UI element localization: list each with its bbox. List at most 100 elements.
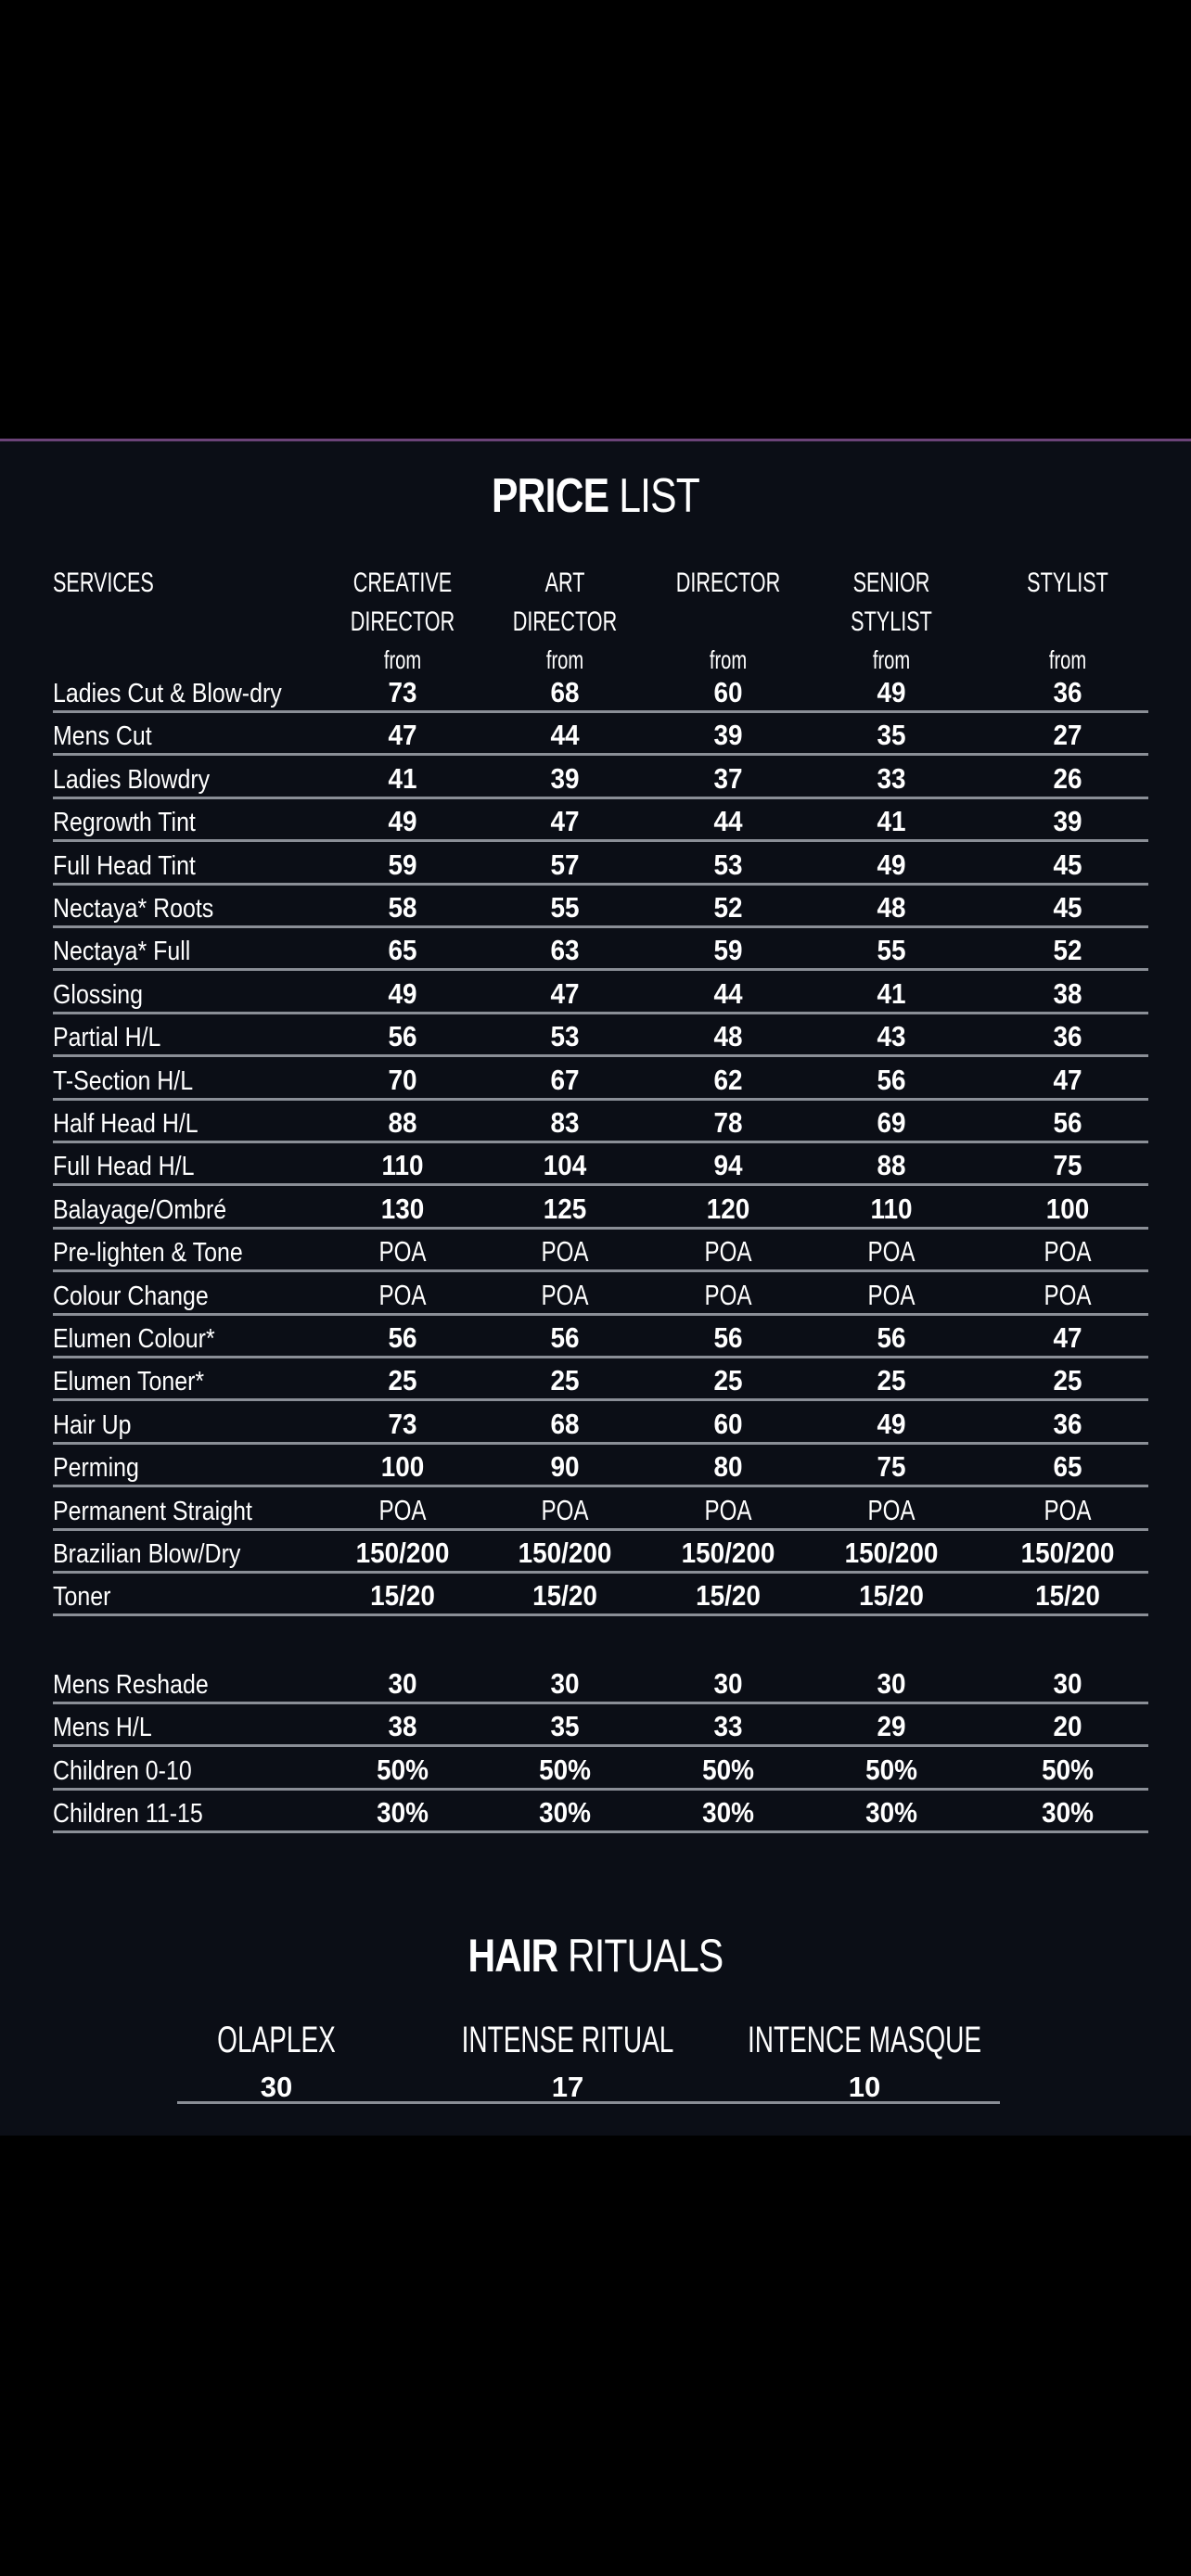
price-cell: 70 [388,1064,417,1096]
price-cell: 53 [713,848,743,881]
price-cell: 56 [1053,1106,1082,1139]
table-row: Half Head H/L 88 83 78 69 56 [53,1101,1148,1143]
price-cell: 15/20 [859,1579,924,1612]
column-header: ART DIRECTOR from [498,564,632,679]
price-cell: 25 [877,1364,906,1396]
service-name: Full Head H/L [53,1152,195,1181]
service-name: Elumen Toner* [53,1367,205,1396]
title-bold: HAIR [467,1930,559,1982]
service-name: Mens Reshade [53,1670,209,1700]
column-title-line1: ART [544,567,585,598]
service-name: Half Head H/L [53,1109,198,1139]
price-cell: 15/20 [532,1579,597,1612]
table-row: Ladies Cut & Blow-dry 73 68 60 49 36 [53,670,1148,713]
price-cell: 41 [877,805,906,837]
price-cell: 55 [550,891,580,924]
price-cell: 58 [388,891,417,924]
price-cell: 150/200 [355,1537,450,1569]
price-cell: 56 [877,1321,906,1354]
price-cell: 56 [877,1064,906,1096]
price-cell: POA [867,1279,916,1311]
price-cell: 45 [1053,848,1082,881]
price-cell: 44 [713,977,743,1010]
price-cell: 29 [877,1710,906,1742]
price-cell: 56 [550,1321,580,1354]
table-row: Nectaya* Roots 58 55 52 48 45 [53,886,1148,928]
table-row: Mens H/L 38 35 33 29 20 [53,1704,1148,1747]
service-name: Children 0-10 [53,1756,192,1786]
price-cell: POA [541,1235,589,1268]
price-cell: 69 [877,1106,906,1139]
price-cell: 39 [550,762,580,795]
price-cell: 110 [381,1149,424,1181]
table-row: T-Section H/L 70 67 62 56 47 [53,1058,1148,1101]
price-cell: 150/200 [1020,1537,1115,1569]
price-cell: 49 [388,805,417,837]
price-cell: 15/20 [696,1579,761,1612]
column-title-line1: STYLIST [1027,567,1108,598]
price-cell: 50% [702,1753,754,1786]
title-bold: PRICE [491,469,609,523]
price-cell: POA [378,1494,427,1526]
price-cell: 110 [870,1192,913,1225]
price-cell: 83 [550,1106,580,1139]
price-cell: 41 [877,977,906,1010]
column-header: CREATIVE DIRECTOR from [336,564,469,679]
price-cell: 47 [388,719,417,751]
service-name: Colour Change [53,1282,209,1311]
service-name: Nectaya* Full [53,937,191,966]
table-row: Permanent Straight POA POA POA POA POA [53,1488,1148,1531]
price-cell: 30% [377,1796,429,1829]
price-cell: 100 [1045,1192,1090,1225]
service-name: Perming [53,1453,139,1483]
price-cell: 65 [388,934,417,966]
ritual-name: INTENSE RITUAL [461,2020,674,2060]
price-cell: 44 [713,805,743,837]
service-name: Hair Up [53,1410,132,1440]
price-cell: 30% [539,1796,591,1829]
ritual-price: 17 [551,2071,584,2103]
price-cell: 27 [1053,719,1082,751]
price-list-title: PRICE LIST [108,468,1084,524]
price-cell: 150/200 [844,1537,939,1569]
price-cell: 15/20 [370,1579,435,1612]
table-row: Glossing 49 47 44 41 38 [53,972,1148,1014]
title-light: LIST [619,469,700,523]
ritual-price: 30 [260,2071,293,2103]
price-cell: 68 [550,1408,580,1440]
price-cell: 30% [702,1796,754,1829]
service-name: Toner [53,1582,111,1612]
column-title-line1: SENIOR [852,567,930,598]
price-cell: 36 [1053,1408,1082,1440]
price-cell: 30% [1042,1796,1094,1829]
price-cell: 100 [380,1450,425,1483]
table-row: Brazilian Blow/Dry 150/200 150/200 150/200 1… [53,1531,1148,1574]
price-cell: POA [704,1494,752,1526]
ritual-divider [177,2101,1000,2104]
price-cell: 25 [388,1364,417,1396]
table-row: Hair Up 73 68 60 49 36 [53,1402,1148,1445]
column-title-line2 [661,603,795,642]
price-cell: 52 [1053,934,1082,966]
price-cell: 80 [713,1450,743,1483]
column-title-line1: DIRECTOR [675,567,781,598]
price-cell: 25 [713,1364,743,1396]
table-row: Elumen Toner* 25 25 25 25 25 [53,1358,1148,1401]
column-title-line1: CREATIVE [352,567,453,598]
price-cell: 65 [1053,1450,1082,1483]
price-cell: POA [1044,1279,1092,1311]
price-cell: 56 [388,1321,417,1354]
price-cell: 30 [713,1667,743,1700]
price-cell: 49 [877,1408,906,1440]
service-name: Balayage/Ombré [53,1195,227,1225]
table-row: Mens Reshade 30 30 30 30 30 [53,1662,1148,1704]
price-cell: 15/20 [1035,1579,1100,1612]
price-cell: 45 [1053,891,1082,924]
price-cell: 25 [1053,1364,1082,1396]
price-cell: 30 [388,1667,417,1700]
price-cell: 150/200 [518,1537,612,1569]
service-name: T-Section H/L [53,1066,194,1096]
price-cell: 120 [706,1192,750,1225]
price-cell: 56 [713,1321,743,1354]
table-row: Elumen Colour* 56 56 56 56 47 [53,1316,1148,1358]
